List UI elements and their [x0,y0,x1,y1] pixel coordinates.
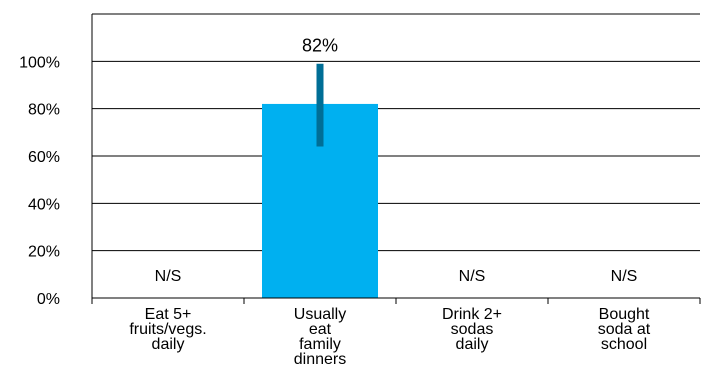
x-category-label: Eat 5+ fruits/vegs. daily [129,306,206,353]
x-category-label: Drink 2+ sodas daily [442,306,502,353]
x-category-label-line: Usually [294,306,346,323]
y-tick-label: 80% [28,102,60,119]
x-category-label-line: soda at [598,321,651,338]
x-category-label-line: Drink 2+ [442,306,502,323]
data-labels: N/S 82% N/S N/S [155,36,638,285]
data-label: 82% [302,36,338,56]
y-tick-label: 20% [28,244,60,261]
x-category-label-line: Eat 5+ [145,306,192,323]
x-category-label-line: school [601,336,647,353]
x-category-label-line: daily [152,336,185,353]
x-category-label: Bought soda at school [598,306,651,353]
data-label: N/S [459,268,486,285]
y-tick-label: 60% [28,149,60,166]
bars [262,63,378,298]
x-category-label-line: family [299,336,341,353]
x-category-label: Usually eat family dinners [294,306,346,368]
data-label: N/S [155,268,182,285]
x-category-label-line: dinners [294,351,346,368]
axes: 0%20%40%60%80%100%Eat 5+ fruits/vegs. dail… [19,14,701,368]
gridlines [92,13,700,252]
y-tick-label: 40% [28,196,60,213]
y-tick-label: 0% [37,291,60,308]
x-category-label-line: Bought [599,306,650,323]
data-label: N/S [611,268,638,285]
y-tick-label: 100% [19,54,60,71]
x-category-label-line: daily [456,336,489,353]
x-category-label-line: sodas [451,321,494,338]
x-category-label-line: fruits/vegs. [129,321,206,338]
x-category-label-line: eat [309,321,332,338]
